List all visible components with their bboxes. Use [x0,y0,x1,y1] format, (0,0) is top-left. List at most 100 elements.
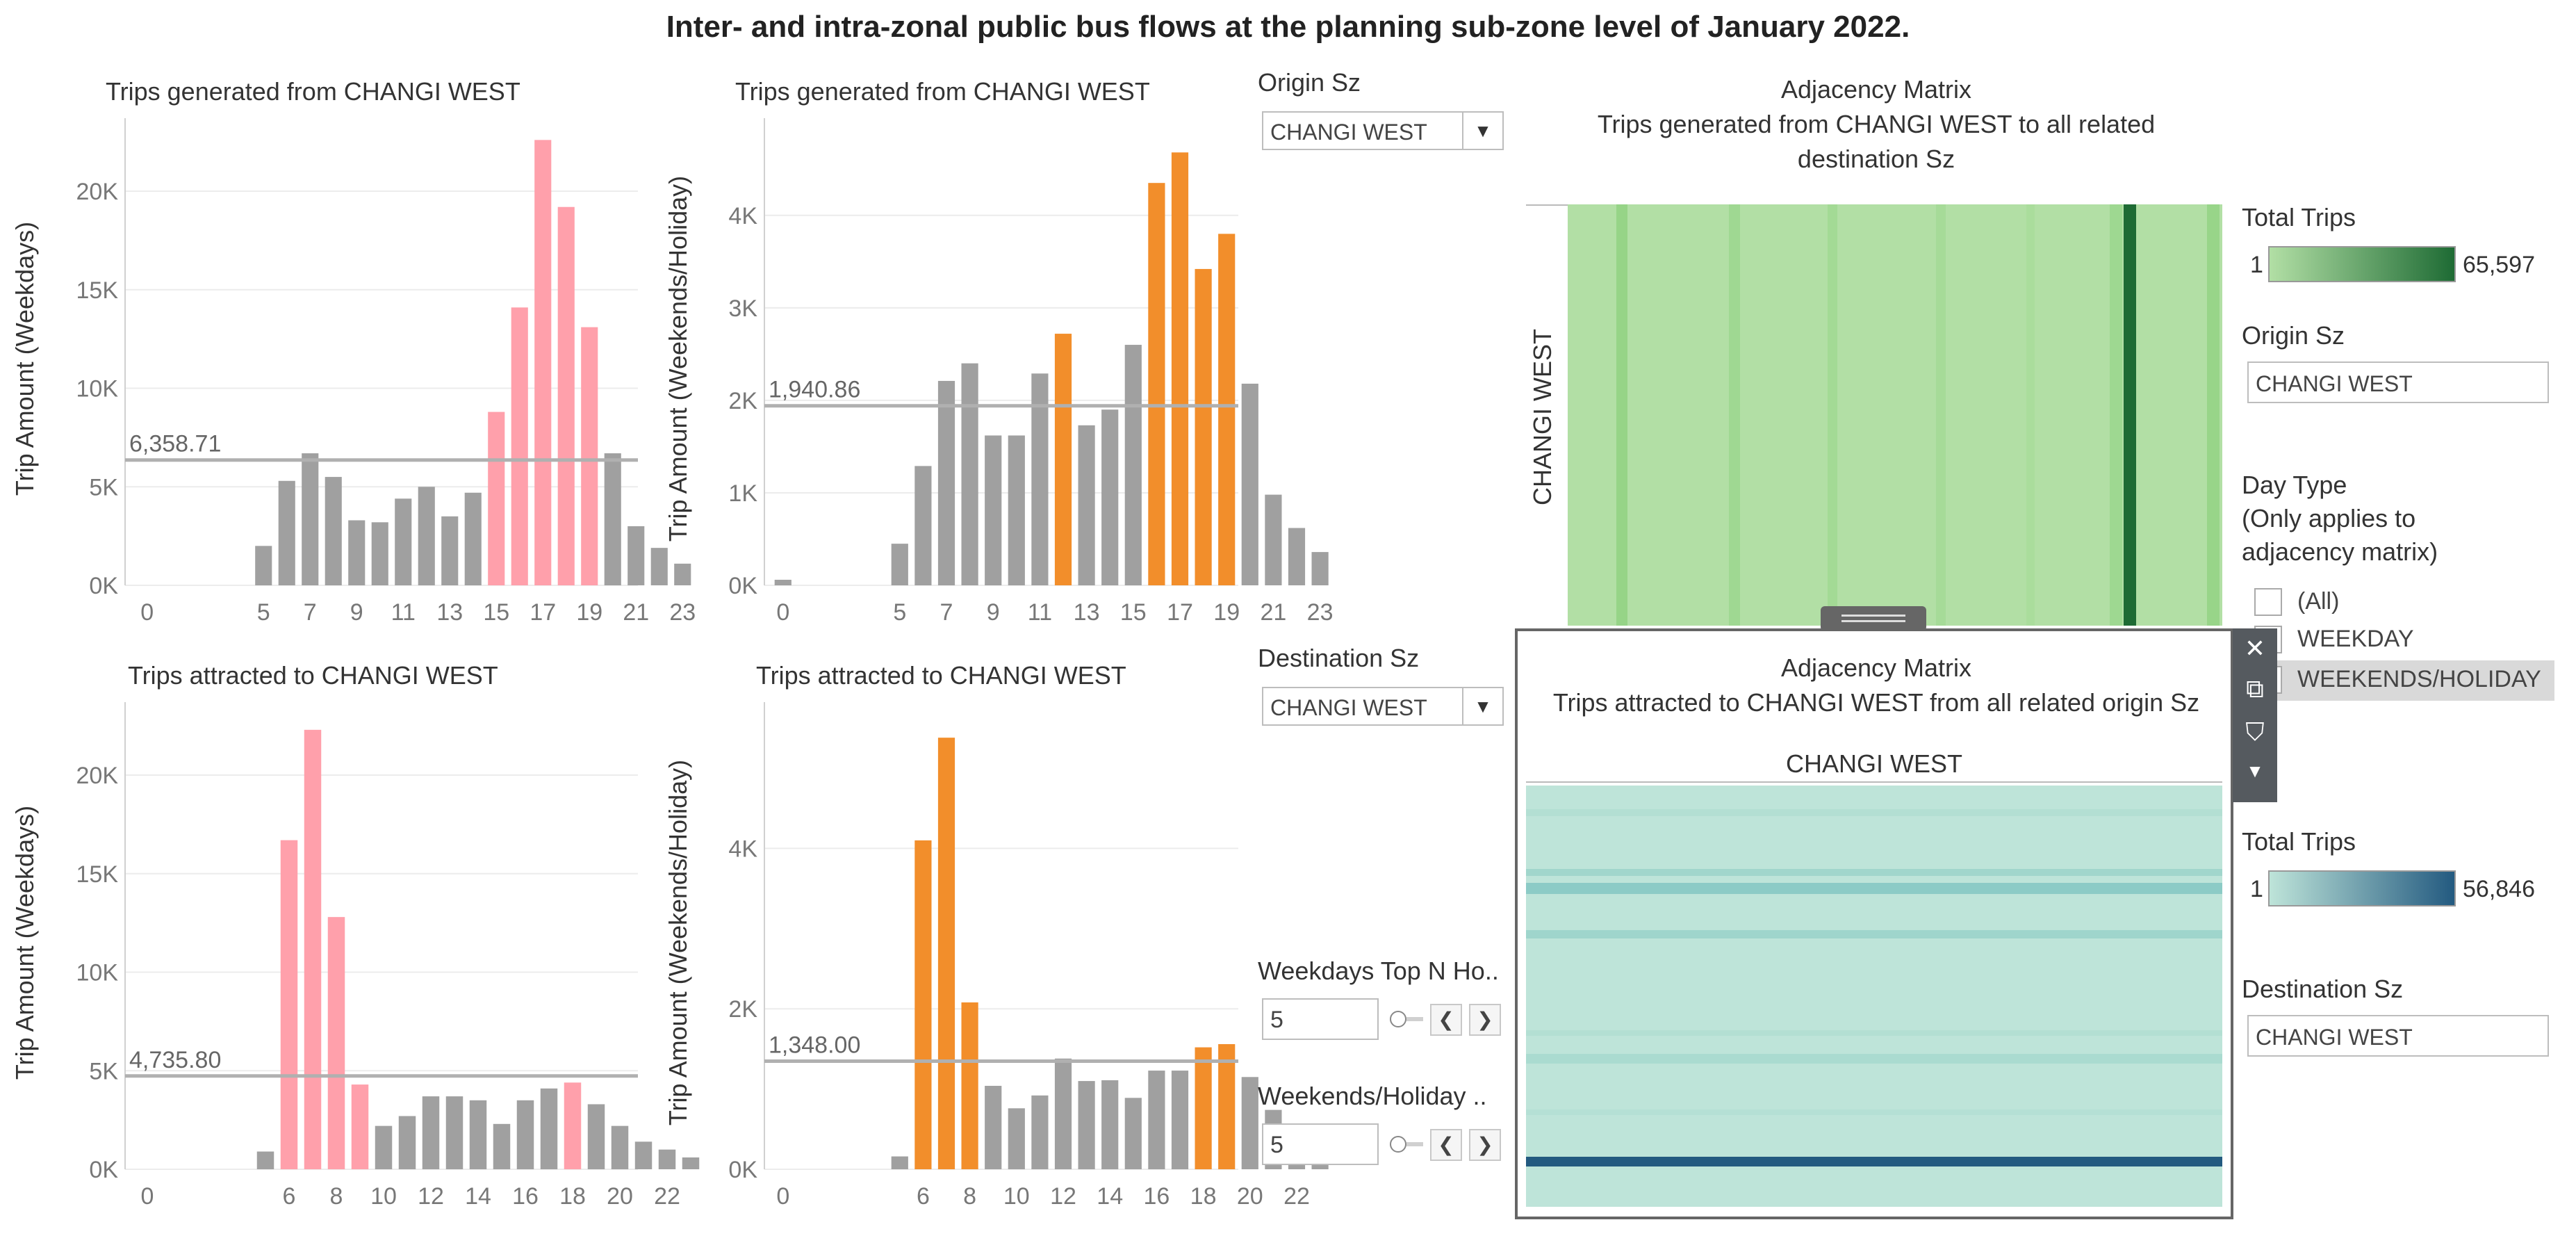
heatmap-cell[interactable] [1526,1030,2222,1036]
bar-hour-13[interactable] [445,1096,463,1169]
bar-hour-11[interactable] [1031,1095,1049,1169]
bar-hour-14[interactable] [1101,409,1119,585]
bar-hour-23[interactable] [674,563,691,585]
day-type-all-label[interactable]: (All) [2297,588,2340,615]
weekends-topn-slider-knob[interactable] [1390,1136,1406,1153]
weekends-topn-input[interactable]: 5 [1262,1123,1379,1165]
bar-hour-19[interactable] [1218,234,1236,585]
bar-hour-8[interactable] [327,917,345,1169]
weekdays-topn-input[interactable]: 5 [1262,998,1379,1040]
bar-hour-22[interactable] [650,548,668,585]
bar-hour-12[interactable] [418,487,435,585]
bar-hour-8[interactable] [961,1002,978,1169]
bar-hour-12[interactable] [1054,1058,1072,1169]
bar-hour-6[interactable] [914,466,932,585]
bar-hour-7[interactable] [937,738,955,1169]
chevron-down-icon[interactable]: ▼ [2246,761,2264,781]
chevron-down-icon[interactable]: ▼ [1462,688,1502,724]
weekends-topn-prev-button[interactable]: ❮ [1430,1129,1462,1161]
weekdays-topn-slider-track[interactable] [1406,1017,1423,1021]
bar-hour-10[interactable] [375,1125,393,1169]
bar-hour-12[interactable] [422,1096,440,1169]
weekends-topn-next-button[interactable]: ❯ [1469,1129,1501,1161]
bar-hour-7[interactable] [304,729,322,1169]
bar-hour-13[interactable] [441,516,459,585]
bar-hour-7[interactable] [937,380,955,585]
bar-hour-9[interactable] [985,1085,1002,1169]
bar-hour-18[interactable] [1195,1047,1212,1169]
bar-hour-21[interactable] [627,526,645,585]
bar-hour-15[interactable] [1124,1098,1142,1169]
bar-hour-7[interactable] [302,453,319,585]
heatmap-cell[interactable] [1828,204,1837,626]
bar-hour-17[interactable] [540,1088,558,1169]
bar-hour-11[interactable] [1031,373,1049,585]
heatmap-cell-max[interactable] [2124,204,2136,626]
origin-sz-filter-input[interactable]: CHANGI WEST [2247,361,2549,403]
weekdays-topn-slider-knob[interactable] [1390,1011,1406,1027]
heatmap-cell[interactable] [2110,204,2122,626]
bar-hour-10[interactable] [1008,1108,1025,1169]
heatmap-cell[interactable] [1526,1109,2222,1115]
heatmap-cell[interactable] [1616,204,1627,626]
close-icon[interactable]: ✕ [2244,634,2266,662]
heatmap-cell-max[interactable] [1526,1157,2222,1166]
bar-hour-18[interactable] [557,206,575,585]
heatmap-cell[interactable] [2026,204,2035,626]
filter-icon[interactable]: ⛉ [2245,717,2265,746]
bar-hour-22[interactable] [1288,528,1306,585]
heatmap-cell[interactable] [1729,204,1740,626]
heatmap-cell[interactable] [1526,809,2222,816]
heatmap-cell[interactable] [1526,869,2222,876]
bar-hour-23[interactable] [1311,552,1329,585]
bar-hour-20[interactable] [604,453,621,585]
weekends-topn-slider-track[interactable] [1406,1142,1423,1146]
heatmap-cell[interactable] [1526,930,2222,938]
bar-hour-15[interactable] [488,412,505,585]
bar-hour-9[interactable] [348,520,366,585]
bar-hour-16[interactable] [1148,1071,1165,1169]
day-type-weekends-label[interactable]: WEEKENDS/HOLIDAY [2297,666,2541,692]
bar-hour-16[interactable] [511,307,528,585]
destination-sz-dropdown[interactable]: CHANGI WEST ▼ [1262,687,1504,726]
bar-hour-18[interactable] [1195,268,1212,585]
bar-hour-11[interactable] [398,1116,416,1169]
bar-hour-20[interactable] [611,1125,629,1169]
bar-hour-22[interactable] [658,1149,676,1169]
destination-sz-filter-input[interactable]: CHANGI WEST [2247,1015,2549,1057]
heatmap-cell[interactable] [1936,204,1946,626]
bar-hour-14[interactable] [464,492,482,585]
bar-hour-5[interactable] [891,544,908,585]
bar-hour-6[interactable] [280,840,298,1169]
bar-hour-14[interactable] [1101,1080,1119,1169]
bar-hour-9[interactable] [985,435,1002,585]
popout-icon[interactable]: ⧉ [2246,674,2264,703]
bar-hour-0[interactable] [774,580,791,585]
bar-hour-5[interactable] [255,546,272,585]
heatmap-cell[interactable] [1526,1054,2222,1064]
bar-hour-17[interactable] [534,140,552,586]
bar-hour-23[interactable] [682,1157,700,1169]
bar-hour-15[interactable] [1124,345,1142,585]
bar-hour-11[interactable] [395,498,412,585]
chevron-down-icon[interactable]: ▼ [1462,113,1502,149]
bar-hour-21[interactable] [634,1141,653,1169]
bar-hour-19[interactable] [1218,1043,1236,1169]
bar-hour-13[interactable] [1078,425,1095,585]
bar-hour-5[interactable] [891,1156,908,1169]
bar-hour-13[interactable] [1078,1081,1095,1169]
bar-hour-6[interactable] [278,480,295,585]
bar-hour-6[interactable] [914,840,932,1169]
bar-hour-5[interactable] [256,1151,274,1169]
bar-hour-12[interactable] [1054,334,1072,585]
bar-hour-14[interactable] [469,1100,487,1169]
bar-hour-20[interactable] [1241,383,1258,585]
bar-hour-8[interactable] [961,363,978,585]
bar-hour-17[interactable] [1171,1071,1189,1169]
bar-hour-17[interactable] [1171,152,1189,586]
heatmap-cell[interactable] [2207,204,2220,626]
bar-hour-9[interactable] [351,1084,369,1169]
day-type-all-checkbox[interactable] [2254,588,2282,616]
bar-hour-20[interactable] [1241,1077,1258,1169]
bar-hour-16[interactable] [1148,183,1165,585]
